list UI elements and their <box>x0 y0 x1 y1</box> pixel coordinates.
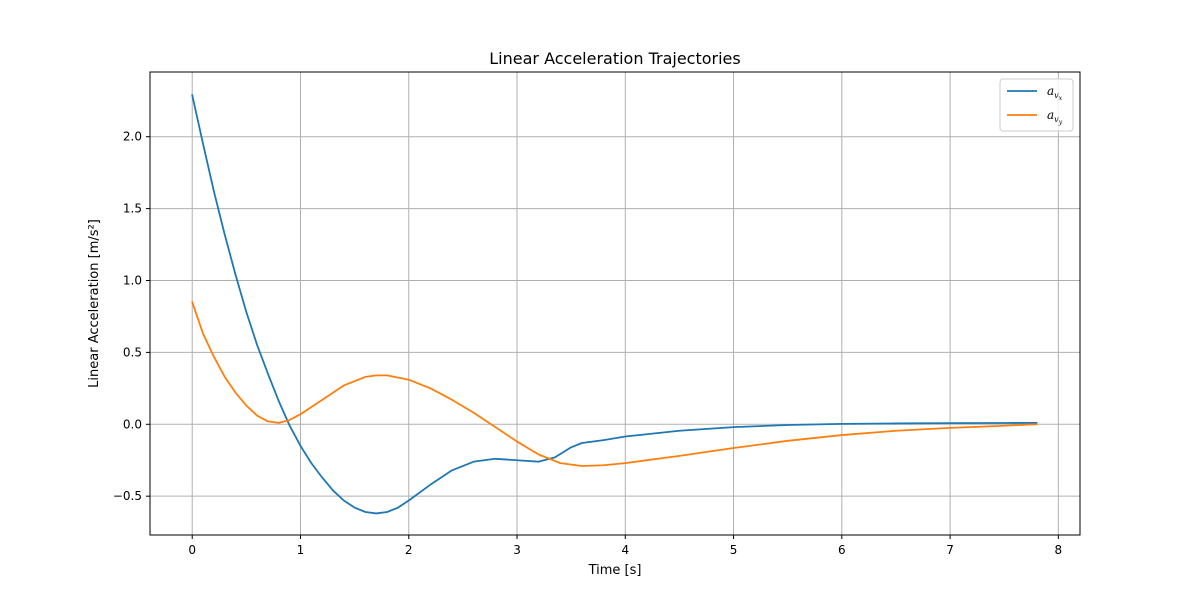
x-tick-label: 2 <box>405 543 413 557</box>
series-line-1 <box>191 301 1038 467</box>
chart-title: Linear Acceleration Trajectories <box>489 49 740 68</box>
plot-frame <box>149 71 1081 536</box>
x-axis: 0 1 2 3 4 5 6 7 8 <box>188 535 1062 557</box>
x-tick-label: 4 <box>621 543 629 557</box>
legend-label-subsub: y <box>1058 119 1063 126</box>
legend-label-sub: v <box>1054 91 1059 100</box>
series-group <box>191 94 1038 515</box>
legend-box <box>999 78 1074 132</box>
series-line-0 <box>191 94 1038 515</box>
y-tick-label: 1.0 <box>123 273 142 287</box>
x-tick-label: 7 <box>946 543 954 557</box>
x-tick-label: 3 <box>513 543 521 557</box>
x-tick-label: 1 <box>297 543 305 557</box>
legend-label-base: a <box>1047 84 1054 98</box>
y-tick-label: 2.0 <box>123 130 142 144</box>
y-tick-label: 0.0 <box>123 417 142 431</box>
legend-label-sub: v <box>1054 115 1059 124</box>
grid <box>150 72 1080 535</box>
legend-label-subsub: x <box>1059 95 1063 102</box>
legend-label-base: a <box>1047 108 1054 122</box>
y-tick-label: 1.5 <box>123 202 142 216</box>
x-tick-label: 0 <box>188 543 196 557</box>
legend-label-1: avy <box>1047 108 1063 126</box>
y-tick-label: 0.5 <box>123 345 142 359</box>
x-tick-label: 6 <box>838 543 846 557</box>
y-axis: −0.5 0.0 0.5 1.0 1.5 2.0 <box>113 130 150 503</box>
y-axis-label: Linear Acceleration [m/s²] <box>87 219 102 388</box>
x-axis-label: Time [s] <box>588 563 642 578</box>
y-tick-label: −0.5 <box>113 489 142 503</box>
x-tick-label: 5 <box>730 543 738 557</box>
x-tick-label: 8 <box>1055 543 1063 557</box>
legend-label-0: avx <box>1047 84 1063 102</box>
